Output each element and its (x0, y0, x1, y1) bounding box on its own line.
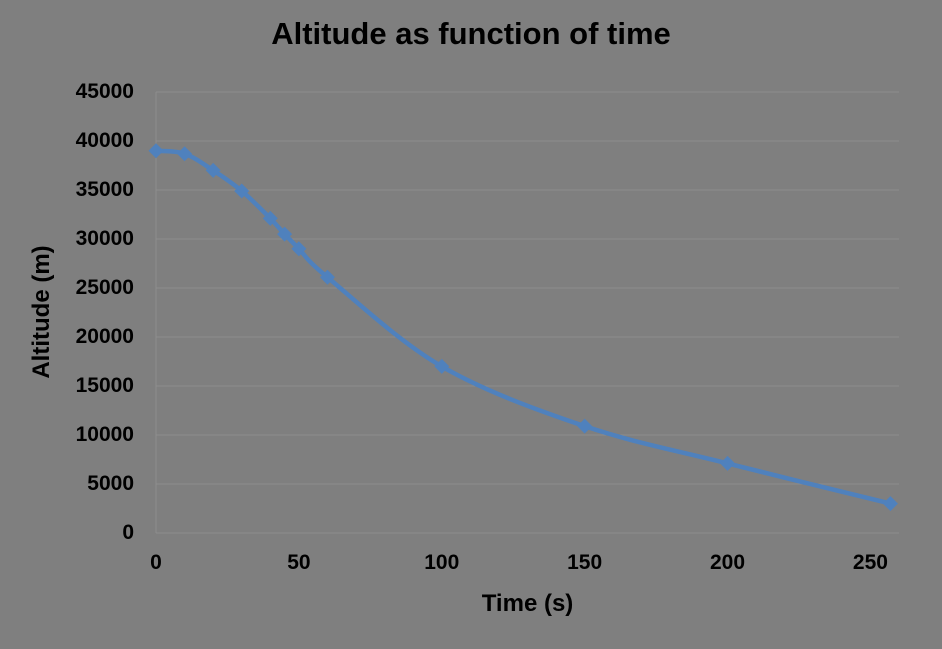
y-tick-label: 35000 (75, 178, 134, 201)
data-point-marker (291, 241, 307, 257)
x-tick-label: 150 (567, 551, 603, 574)
y-tick-label: 45000 (75, 80, 134, 103)
data-point-marker (148, 143, 164, 159)
y-tick-label: 5000 (87, 472, 134, 495)
y-tick-label: 20000 (75, 325, 134, 348)
x-tick-label: 100 (424, 551, 460, 574)
data-point-marker (882, 496, 898, 512)
y-tick-label: 40000 (75, 129, 134, 152)
altitude-series-line (153, 148, 893, 506)
y-tick-label: 25000 (75, 276, 134, 299)
data-point-marker (234, 183, 250, 199)
x-tick-label: 0 (150, 551, 162, 574)
x-tick-label: 200 (710, 551, 746, 574)
data-point-marker (577, 418, 593, 434)
data-point-marker (319, 269, 335, 285)
y-tick-label: 30000 (75, 227, 134, 250)
y-tick-label: 0 (122, 521, 134, 544)
data-point-marker (434, 358, 450, 374)
data-point-marker (720, 455, 736, 471)
x-axis-title: Time (s) (481, 590, 574, 617)
data-point-marker (205, 162, 221, 178)
x-tick-label: 50 (287, 551, 311, 574)
y-tick-label: 15000 (75, 374, 134, 397)
x-tick-label: 250 (852, 551, 888, 574)
data-point-marker (262, 210, 278, 226)
data-point-marker (177, 146, 193, 162)
y-tick-label: 10000 (75, 423, 134, 446)
chart-title: Altitude as function of time (271, 16, 671, 51)
data-point-marker (277, 226, 293, 242)
